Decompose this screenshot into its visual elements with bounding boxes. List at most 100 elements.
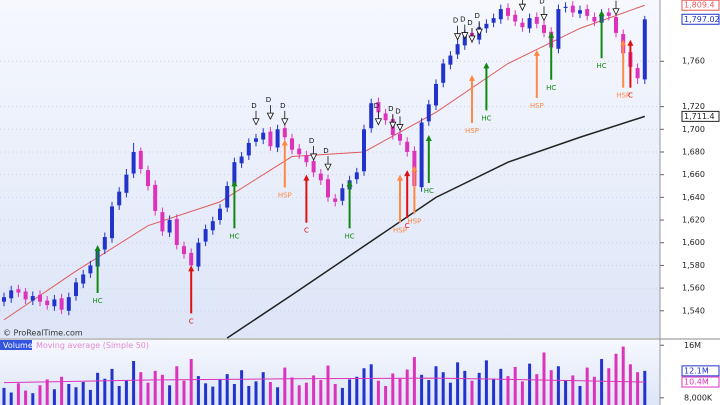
volume-bar [600,359,604,405]
candle-body [498,9,503,20]
watermark: © ProRealTime.com [3,329,83,338]
volume-tick-label: 16M [684,341,701,350]
y-tick-label: 1,700 [682,125,705,134]
volume-bar [578,385,582,405]
signal-label: C [628,92,633,100]
candle-body [376,102,381,113]
candle-body [592,17,597,22]
candle-body [110,206,114,239]
signal-label: HC [481,114,491,122]
volume-bar [52,389,56,405]
candle-body [52,299,57,307]
signal-arrow-head [404,170,411,177]
signal-arrow-head [411,165,418,172]
divergence-label: D [395,107,400,115]
signal-label: HC [546,84,556,92]
price-tag [681,0,720,11]
volume-bar [45,379,49,405]
candle-body [189,252,194,266]
candle-body [102,237,107,250]
candle-body [556,9,561,49]
divergence-label: D [374,102,379,110]
signal-label: C [405,222,410,230]
candle-body [491,18,496,23]
volume-bar [441,372,445,405]
candle-body [138,150,143,169]
volume-bar [276,387,280,405]
volume-bar [60,376,64,405]
candle-body [534,17,539,24]
signal-arrow-head [533,49,540,56]
signal-label: HC [597,62,607,70]
candle-body [484,23,489,29]
signal-label: HC [93,297,103,305]
volume-bar [614,353,618,405]
volume-bar [369,364,373,405]
candle-body [585,9,590,16]
divergence-marker [389,121,397,130]
y-tick-label: 1,540 [682,306,705,315]
volume-bar [211,386,215,405]
divergence-label: D [388,105,393,113]
candle-body [340,188,345,201]
volume-title: Volume [3,341,33,350]
volume-bar [628,364,632,405]
divergence-label: D [309,137,314,145]
candle-body [239,156,244,164]
volume-bar [434,366,438,405]
volume-bar [225,374,229,405]
volume-bar [240,370,244,405]
signal-label: HSP [393,227,407,235]
volume-bar [9,392,13,405]
volume-bar [499,368,503,405]
candle-body [268,131,273,147]
candle-body [563,6,568,8]
signal-arrow-head [346,180,353,187]
signal-label: C [189,317,194,325]
volume-bar [643,370,647,405]
candle-body [354,172,359,180]
volume-ma-label: Moving average (Simple 50) [36,341,149,350]
volume-bar [621,346,625,405]
divergence-marker [612,8,620,16]
volume-bar [117,385,121,405]
candle-body [146,170,150,187]
divergence-marker [461,32,469,40]
signal-arrow-head [397,174,403,181]
candle-body [218,208,222,221]
volume-ma-line [3,377,645,384]
volume-bar [376,380,380,405]
candle-body [38,294,42,302]
candle-body [23,291,28,300]
volume-bar [74,387,78,405]
volume-bar [456,362,460,405]
candle-body [542,24,546,33]
volume-bar [290,377,294,405]
divergence-label: D [475,12,480,20]
volume-bar [513,366,517,405]
volume-bar [24,390,28,405]
volume-bar [420,374,424,405]
candle-body [606,12,611,16]
volume-bar [571,375,575,405]
candle-body [441,63,446,83]
candle-body [448,55,453,65]
signal-label: HSP [465,127,479,135]
divergence-label: D [251,102,256,110]
candle-body [275,129,280,148]
candle-body [520,22,525,28]
candle-body [290,138,294,150]
volume-bar [103,378,107,405]
price-tag-label: 12.1M [684,366,709,375]
volume-bar [520,381,524,405]
volume-tick-label: 8,000K [684,393,713,402]
signal-label: HSP [407,218,421,226]
candle-body [225,186,230,208]
signal-arrow-head [469,74,475,81]
y-tick-label: 1,600 [682,238,705,247]
candle-body [362,129,366,172]
volume-bar [38,385,42,405]
candle-body [326,179,330,198]
volume-bar [607,368,611,405]
